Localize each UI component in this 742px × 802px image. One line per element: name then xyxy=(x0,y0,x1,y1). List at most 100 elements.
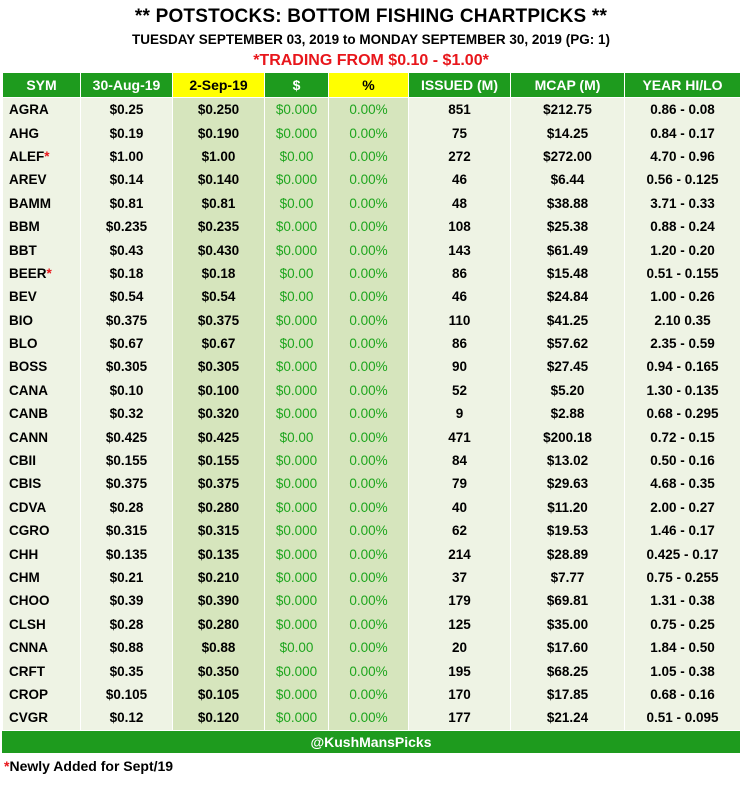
prev-price-cell: $0.88 xyxy=(80,635,173,660)
change-cell: $0.000 xyxy=(264,402,329,426)
percent-cell: 0.00% xyxy=(328,472,409,496)
year-hilo-cell: 4.70 - 0.96 xyxy=(624,144,741,169)
mcap-cell: $19.53 xyxy=(510,519,625,543)
year-hilo-cell: 1.30 - 0.135 xyxy=(624,378,741,403)
prev-price-cell: $0.35 xyxy=(80,659,173,683)
percent-cell: 0.00% xyxy=(328,97,409,122)
mcap-cell: $15.48 xyxy=(510,261,625,286)
curr-price-cell: $0.375 xyxy=(172,472,265,496)
year-hilo-cell: 4.68 - 0.35 xyxy=(624,472,741,496)
sym-cell: CBII xyxy=(2,448,81,473)
col-header-mcap: MCAP (M) xyxy=(510,72,625,98)
sym-cell: BAMM xyxy=(2,191,81,215)
mcap-cell: $38.88 xyxy=(510,191,625,215)
curr-price-cell: $0.210 xyxy=(172,565,265,590)
prev-price-cell: $0.25 xyxy=(80,97,173,122)
prev-price-cell: $0.12 xyxy=(80,706,173,730)
year-hilo-cell: 1.84 - 0.50 xyxy=(624,635,741,660)
table-row: CBII $0.155 $0.155 $0.000 0.00% 84 $13.02 0.50 … xyxy=(2,448,741,473)
sym-cell: AREV xyxy=(2,168,81,192)
table-row: CANN $0.425 $0.425 $0.00 0.00% 471 $200.18 0.72… xyxy=(2,425,741,449)
mcap-cell: $2.88 xyxy=(510,402,625,426)
percent-cell: 0.00% xyxy=(328,565,409,590)
mcap-cell: $29.63 xyxy=(510,472,625,496)
change-cell: $0.000 xyxy=(264,565,329,590)
year-hilo-cell: 0.51 - 0.155 xyxy=(624,261,741,286)
year-hilo-cell: 2.35 - 0.59 xyxy=(624,331,741,356)
change-cell: $0.000 xyxy=(264,97,329,122)
change-cell: $0.00 xyxy=(264,425,329,449)
issued-cell: 48 xyxy=(408,191,511,215)
curr-price-cell: $0.190 xyxy=(172,121,265,145)
sym-cell: BIO xyxy=(2,308,81,332)
issued-cell: 37 xyxy=(408,565,511,590)
change-cell: $0.000 xyxy=(264,448,329,473)
percent-cell: 0.00% xyxy=(328,542,409,566)
mcap-cell: $7.77 xyxy=(510,565,625,590)
curr-price-cell: $1.00 xyxy=(172,144,265,169)
change-cell: $0.000 xyxy=(264,589,329,613)
issued-cell: 272 xyxy=(408,144,511,169)
table-row: BBM $0.235 $0.235 $0.000 0.00% 108 $25.38 0.88 … xyxy=(2,214,741,239)
new-star-marker: * xyxy=(46,265,52,281)
change-cell: $0.00 xyxy=(264,144,329,169)
curr-price-cell: $0.120 xyxy=(172,706,265,730)
mcap-cell: $6.44 xyxy=(510,168,625,192)
year-hilo-cell: 0.88 - 0.24 xyxy=(624,214,741,239)
mcap-cell: $69.81 xyxy=(510,589,625,613)
curr-price-cell: $0.81 xyxy=(172,191,265,215)
issued-cell: 9 xyxy=(408,402,511,426)
symbol-label: CRFT xyxy=(9,663,45,679)
symbol-label: CGRO xyxy=(9,523,50,539)
prev-price-cell: $0.19 xyxy=(80,121,173,145)
year-hilo-cell: 0.425 - 0.17 xyxy=(624,542,741,566)
sym-cell: BEV xyxy=(2,285,81,309)
percent-cell: 0.00% xyxy=(328,612,409,636)
issued-cell: 75 xyxy=(408,121,511,145)
symbol-label: CANA xyxy=(9,382,48,398)
percent-cell: 0.00% xyxy=(328,378,409,403)
change-cell: $0.00 xyxy=(264,285,329,309)
issued-cell: 143 xyxy=(408,238,511,262)
issued-cell: 46 xyxy=(408,285,511,309)
sym-cell: AHG xyxy=(2,121,81,145)
change-cell: $0.000 xyxy=(264,121,329,145)
issued-cell: 170 xyxy=(408,682,511,707)
change-cell: $0.00 xyxy=(264,191,329,215)
symbol-label: BAMM xyxy=(9,195,51,211)
mcap-cell: $68.25 xyxy=(510,659,625,683)
price-range-banner: *TRADING FROM $0.10 - $1.00* xyxy=(253,52,489,69)
page-title: ** POTSTOCKS: BOTTOM FISHING CHARTPICKS … xyxy=(134,6,608,27)
year-hilo-cell: 1.05 - 0.38 xyxy=(624,659,741,683)
percent-cell: 0.00% xyxy=(328,308,409,332)
change-cell: $0.00 xyxy=(264,331,329,356)
mcap-cell: $17.85 xyxy=(510,682,625,707)
year-hilo-cell: 1.46 - 0.17 xyxy=(624,519,741,543)
prev-price-cell: $0.32 xyxy=(80,402,173,426)
prev-price-cell: $0.315 xyxy=(80,519,173,543)
curr-price-cell: $0.320 xyxy=(172,402,265,426)
issued-cell: 195 xyxy=(408,659,511,683)
percent-cell: 0.00% xyxy=(328,285,409,309)
sym-cell: ALEF* xyxy=(2,144,81,169)
curr-price-cell: $0.280 xyxy=(172,495,265,520)
symbol-label: CANN xyxy=(9,429,48,445)
col-header-change: $ xyxy=(264,72,329,98)
table-row: BIO $0.375 $0.375 $0.000 0.00% 110 $41.25 2.10 … xyxy=(2,308,741,332)
mcap-cell: $61.49 xyxy=(510,238,625,262)
col-header-prev-date: 30-Aug-19 xyxy=(80,72,173,98)
percent-cell: 0.00% xyxy=(328,402,409,426)
curr-price-cell: $0.100 xyxy=(172,378,265,403)
issued-cell: 20 xyxy=(408,635,511,660)
issued-cell: 84 xyxy=(408,448,511,473)
mcap-cell: $57.62 xyxy=(510,331,625,356)
year-hilo-cell: 0.75 - 0.25 xyxy=(624,612,741,636)
change-cell: $0.000 xyxy=(264,682,329,707)
issued-cell: 108 xyxy=(408,214,511,239)
curr-price-cell: $0.67 xyxy=(172,331,265,356)
sym-cell: CANA xyxy=(2,378,81,403)
year-hilo-cell: 2.10 0.35 xyxy=(624,308,741,332)
prev-price-cell: $0.21 xyxy=(80,565,173,590)
table-row: CDVA $0.28 $0.280 $0.000 0.00% 40 $11.20 2.00 -… xyxy=(2,495,741,520)
percent-cell: 0.00% xyxy=(328,682,409,707)
